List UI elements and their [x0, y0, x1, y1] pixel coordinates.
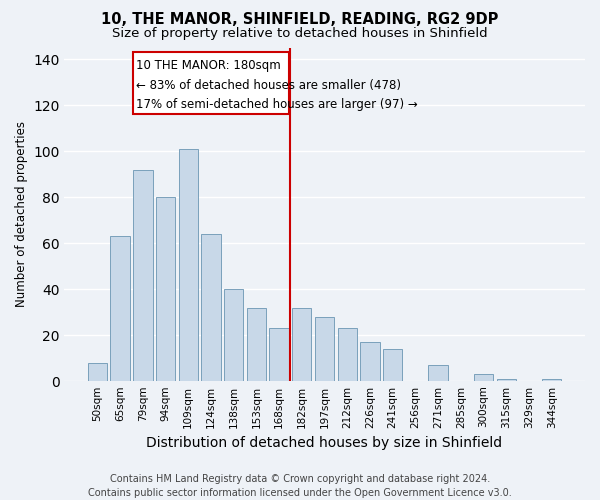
Bar: [247, 308, 266, 382]
Bar: [133, 52, 289, 114]
Bar: [474, 374, 493, 382]
Bar: [156, 197, 175, 382]
Bar: [133, 170, 152, 382]
Bar: [542, 379, 562, 382]
Y-axis label: Number of detached properties: Number of detached properties: [15, 122, 28, 308]
Bar: [269, 328, 289, 382]
Text: Size of property relative to detached houses in Shinfield: Size of property relative to detached ho…: [112, 28, 488, 40]
Text: 10 THE MANOR: 180sqm: 10 THE MANOR: 180sqm: [136, 59, 281, 72]
Text: ← 83% of detached houses are smaller (478): ← 83% of detached houses are smaller (47…: [136, 78, 401, 92]
Bar: [202, 234, 221, 382]
Bar: [497, 379, 516, 382]
Bar: [88, 363, 107, 382]
Bar: [179, 149, 198, 382]
Bar: [383, 349, 403, 382]
Bar: [428, 366, 448, 382]
Bar: [292, 308, 311, 382]
Text: 17% of semi-detached houses are larger (97) →: 17% of semi-detached houses are larger (…: [136, 98, 418, 111]
Text: 10, THE MANOR, SHINFIELD, READING, RG2 9DP: 10, THE MANOR, SHINFIELD, READING, RG2 9…: [101, 12, 499, 28]
X-axis label: Distribution of detached houses by size in Shinfield: Distribution of detached houses by size …: [146, 436, 503, 450]
Text: Contains HM Land Registry data © Crown copyright and database right 2024.
Contai: Contains HM Land Registry data © Crown c…: [88, 474, 512, 498]
Bar: [224, 290, 244, 382]
Bar: [110, 236, 130, 382]
Bar: [315, 317, 334, 382]
Bar: [361, 342, 380, 382]
Bar: [338, 328, 357, 382]
